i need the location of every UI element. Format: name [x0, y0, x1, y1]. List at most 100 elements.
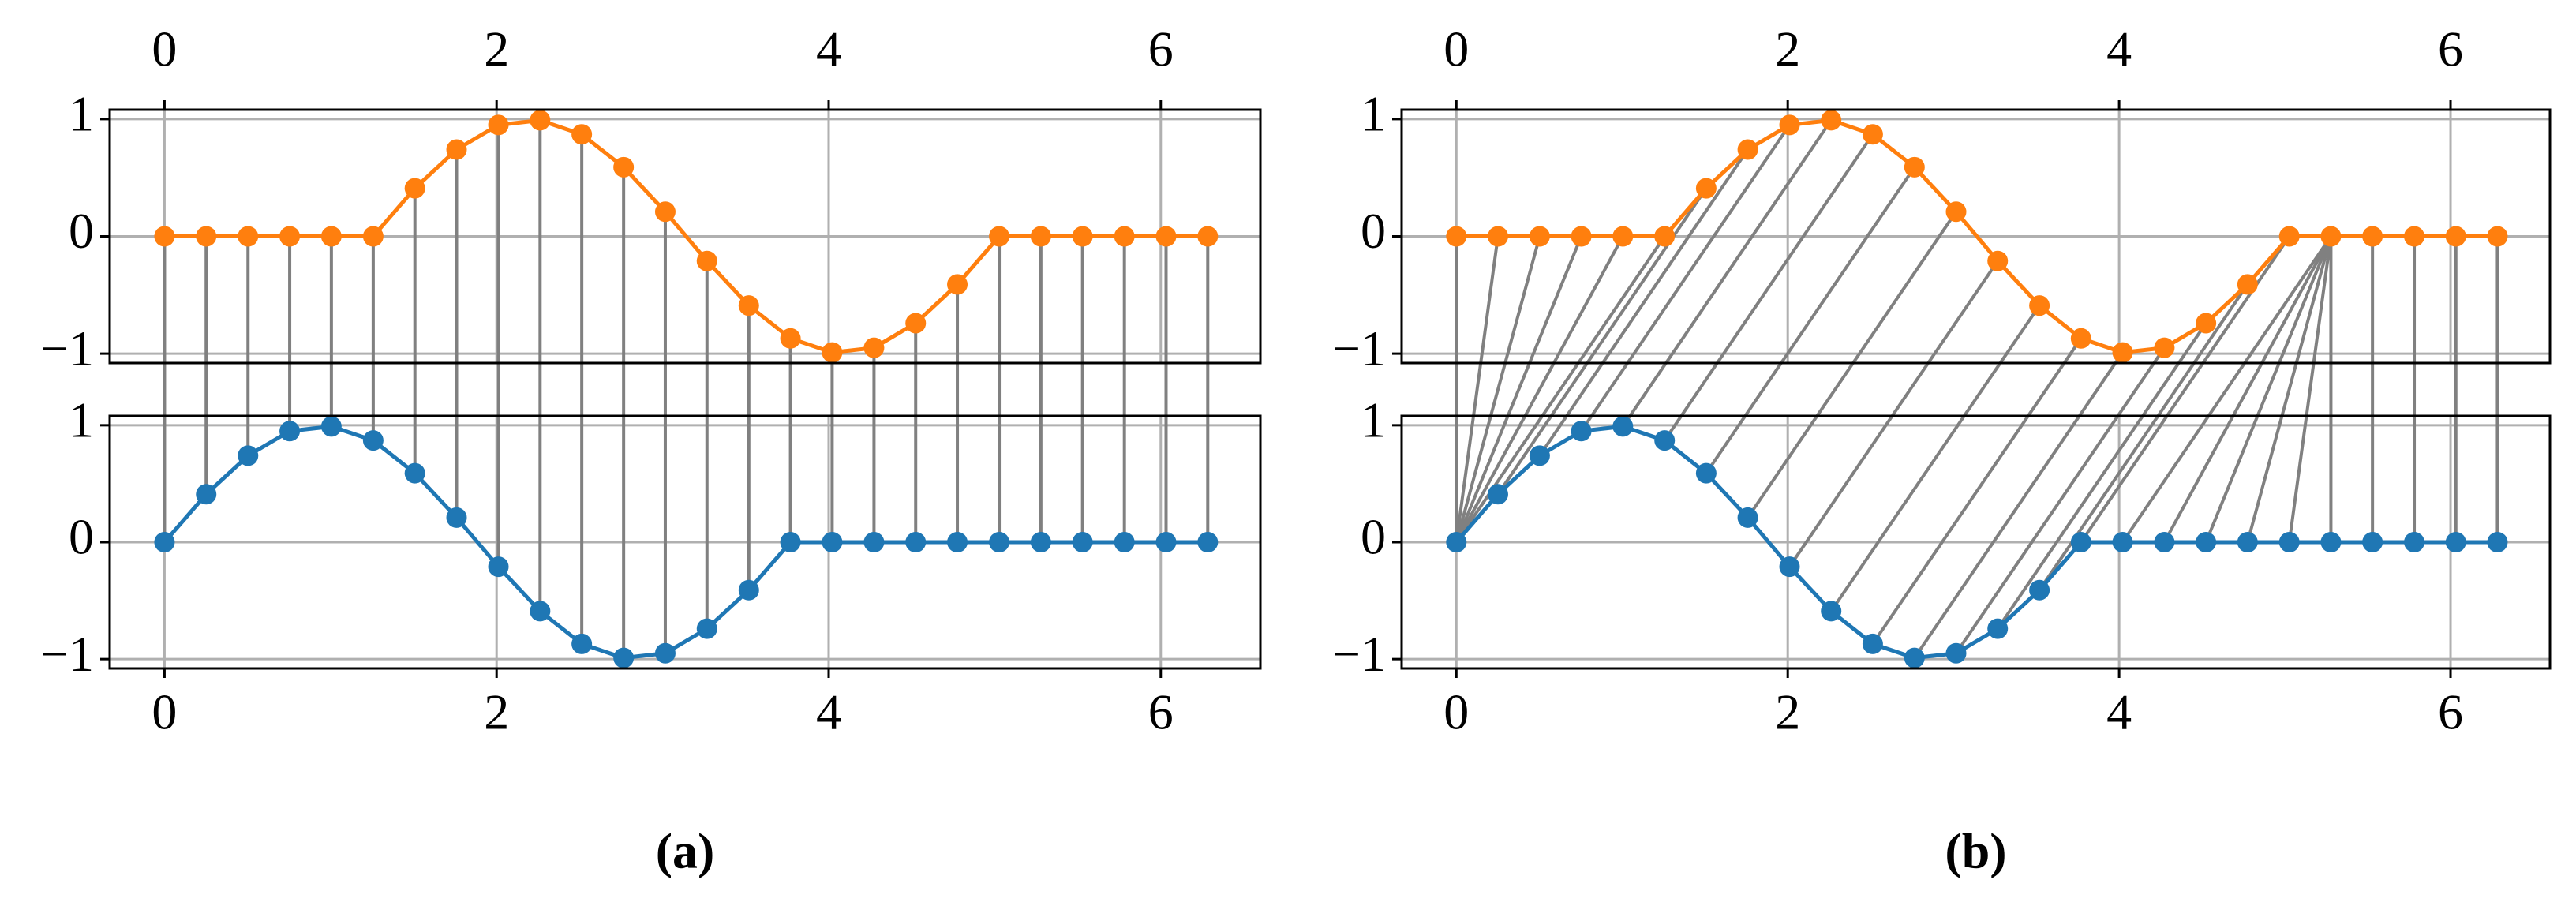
caption: (a): [656, 823, 715, 879]
y-tick-label: −1: [40, 626, 94, 682]
y-tick-label: 1: [1361, 392, 1386, 448]
x-tick-label-top: 6: [1148, 21, 1174, 77]
y-tick-label: 1: [69, 86, 94, 142]
data-point: [154, 532, 175, 552]
data-point: [2487, 226, 2508, 247]
data-point: [238, 226, 259, 247]
alignment-line: [1455, 235, 1666, 544]
data-point: [1446, 532, 1467, 552]
data-point: [1197, 226, 1219, 247]
y-tick-label: 0: [69, 509, 94, 565]
data-point: [654, 642, 676, 664]
data-point: [2112, 532, 2133, 552]
data-point: [905, 532, 927, 552]
data-point: [1987, 618, 2009, 639]
alignment-line: [2287, 236, 2333, 543]
data-point: [863, 532, 885, 552]
x-tick-label-bottom: 6: [2438, 684, 2463, 740]
data-point: [1487, 226, 1508, 247]
data-point: [989, 226, 1010, 247]
x-tick-label-bottom: 4: [816, 684, 841, 740]
alignment-line: [1954, 346, 2166, 654]
caption: (b): [1945, 823, 2006, 879]
x-tick-label-top: 2: [1775, 21, 1800, 77]
y-tick-label: −1: [1332, 626, 1386, 682]
data-point: [530, 110, 551, 131]
data-point: [2404, 226, 2425, 247]
data-point: [154, 226, 175, 247]
series-line: [164, 118, 1208, 355]
x-tick-label-bottom: 0: [152, 684, 177, 740]
data-point: [822, 532, 843, 552]
data-point: [196, 484, 217, 505]
data-point: [1862, 633, 1883, 654]
data-point: [1821, 601, 1842, 622]
data-point: [2237, 274, 2258, 295]
data-point: [1571, 421, 1592, 442]
data-point: [1862, 124, 1883, 145]
alignment-line: [1455, 235, 1625, 543]
data-point: [1030, 532, 1051, 552]
data-point: [1654, 226, 1676, 247]
data-point: [1072, 226, 1093, 247]
x-tick-label-bottom: 2: [1775, 684, 1800, 740]
data-point: [362, 226, 384, 247]
series-line: [1456, 118, 2498, 355]
data-point: [1737, 139, 1758, 160]
data-point: [571, 124, 593, 145]
data-point: [1114, 226, 1135, 247]
alignment-line: [1829, 305, 2041, 612]
data-point: [2362, 226, 2383, 247]
data-point: [2445, 532, 2466, 552]
data-point: [1779, 114, 1800, 136]
alignment-line: [2204, 235, 2333, 543]
x-tick-label-top: 4: [816, 21, 841, 77]
data-point: [1987, 250, 2009, 271]
data-point: [989, 532, 1010, 552]
data-point: [362, 430, 384, 451]
y-tick-label: 0: [69, 203, 94, 259]
alignment-line: [2121, 235, 2333, 544]
data-point: [320, 416, 342, 437]
alignment-line: [1579, 124, 1792, 432]
data-point: [2445, 226, 2466, 247]
data-point: [2237, 532, 2258, 552]
data-point: [530, 601, 551, 622]
alignment-line: [1996, 322, 2207, 630]
x-tick-label-bottom: 4: [2106, 684, 2132, 740]
data-point: [780, 532, 801, 552]
alignment-line: [1746, 211, 1958, 519]
x-tick-label-top: 4: [2106, 21, 2132, 77]
data-point: [1695, 462, 1717, 484]
data-point: [2029, 579, 2050, 601]
data-point: [2320, 226, 2342, 247]
data-point: [1114, 532, 1135, 552]
data-point: [404, 462, 425, 484]
y-tick-label: 1: [1361, 86, 1386, 142]
alignment-line: [2080, 235, 2291, 544]
alignment-line: [1913, 351, 2125, 659]
alignment-line: [1455, 235, 1541, 543]
data-point: [2362, 532, 2383, 552]
data-point: [488, 114, 509, 136]
data-point: [1197, 532, 1219, 552]
alignment-line: [1621, 119, 1833, 428]
data-point: [571, 633, 593, 654]
data-point: [2154, 337, 2175, 358]
data-point: [1654, 430, 1676, 451]
data-point: [446, 507, 467, 528]
y-tick-label: −1: [1332, 320, 1386, 376]
data-point: [2278, 226, 2300, 247]
alignment-line: [1455, 235, 1583, 543]
data-point: [947, 274, 968, 295]
alignment-line: [1538, 148, 1750, 457]
data-point: [2070, 532, 2091, 552]
data-point: [1612, 416, 1634, 437]
data-point: [654, 201, 676, 223]
data-point: [196, 226, 217, 247]
y-tick-label: −1: [40, 320, 94, 376]
data-point: [2320, 532, 2342, 552]
x-tick-label-top: 2: [484, 21, 509, 77]
data-point: [1446, 226, 1467, 247]
